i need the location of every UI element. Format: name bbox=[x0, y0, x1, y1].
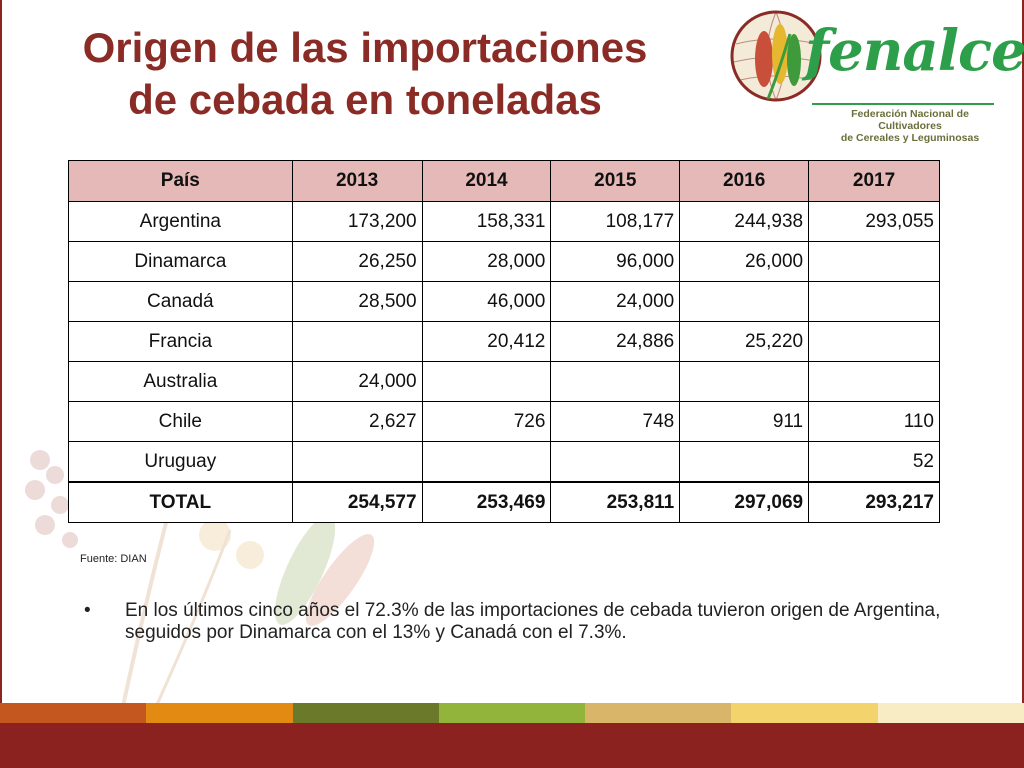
country-cell: Chile bbox=[68, 401, 293, 442]
value-cell bbox=[421, 361, 552, 402]
logo-subtitle-line-1: Federación Nacional de Cultivadores bbox=[851, 108, 969, 132]
header-2017: 2017 bbox=[808, 160, 940, 202]
stripe-segment bbox=[877, 703, 1024, 723]
value-cell: 293,055 bbox=[808, 201, 940, 242]
value-cell: 911 bbox=[679, 401, 810, 442]
value-cell: 158,331 bbox=[421, 201, 552, 242]
value-cell: 24,000 bbox=[291, 361, 423, 402]
value-cell bbox=[808, 241, 940, 282]
header-2013: 2013 bbox=[291, 160, 423, 202]
country-cell: Francia bbox=[68, 321, 293, 362]
value-cell bbox=[550, 441, 681, 483]
table-total-row: TOTAL 254,577 253,469 253,811 297,069 29… bbox=[68, 481, 940, 523]
table-row: Australia 24,000 bbox=[68, 361, 940, 402]
stripe-segment bbox=[0, 703, 147, 723]
value-cell: 46,000 bbox=[421, 281, 552, 322]
slide-frame-left bbox=[0, 0, 2, 768]
table-row: Francia 20,412 24,886 25,220 bbox=[68, 321, 940, 362]
header-country: País bbox=[68, 160, 293, 202]
value-cell: 108,177 bbox=[550, 201, 681, 242]
table-header-row: País 2013 2014 2015 2016 2017 bbox=[68, 160, 940, 202]
logo-underline bbox=[812, 103, 994, 105]
country-cell: Canadá bbox=[68, 281, 293, 322]
value-cell: 110 bbox=[808, 401, 940, 442]
source-note: Fuente: DIAN bbox=[80, 553, 147, 565]
total-value-cell: 253,469 bbox=[421, 481, 552, 523]
value-cell: 28,000 bbox=[421, 241, 552, 282]
value-cell: 28,500 bbox=[291, 281, 423, 322]
page-title: Origen de las importaciones de cebada en… bbox=[20, 22, 710, 126]
country-cell: Uruguay bbox=[68, 441, 293, 483]
logo-subtitle: Federación Nacional de Cultivadores de C… bbox=[820, 108, 1000, 144]
header-2016: 2016 bbox=[679, 160, 810, 202]
value-cell bbox=[808, 321, 940, 362]
bullet-marker: • bbox=[84, 600, 91, 621]
country-cell: Argentina bbox=[68, 201, 293, 242]
value-cell: 20,412 bbox=[421, 321, 552, 362]
header-2014: 2014 bbox=[421, 160, 552, 202]
value-cell bbox=[808, 361, 940, 402]
value-cell bbox=[679, 281, 810, 322]
stripe-segment bbox=[585, 703, 732, 723]
value-cell: 96,000 bbox=[550, 241, 681, 282]
total-value-cell: 254,577 bbox=[291, 481, 423, 523]
table-row: Argentina 173,200 158,331 108,177 244,93… bbox=[68, 201, 940, 242]
value-cell bbox=[679, 441, 810, 483]
table-row: Uruguay 52 bbox=[68, 441, 940, 483]
value-cell bbox=[808, 281, 940, 322]
value-cell: 25,220 bbox=[679, 321, 810, 362]
header-2015: 2015 bbox=[550, 160, 681, 202]
stripe-segment bbox=[731, 703, 878, 723]
stripe-segment bbox=[438, 703, 586, 723]
value-cell bbox=[421, 441, 552, 483]
value-cell: 748 bbox=[550, 401, 681, 442]
title-line-2: de cebada en toneladas bbox=[128, 76, 602, 123]
country-cell: Australia bbox=[68, 361, 293, 402]
table-row: Chile 2,627 726 748 911 110 bbox=[68, 401, 940, 442]
value-cell bbox=[679, 361, 810, 402]
value-cell: 26,250 bbox=[291, 241, 423, 282]
color-stripe-bar bbox=[0, 703, 1024, 723]
value-cell: 24,000 bbox=[550, 281, 681, 322]
total-label-cell: TOTAL bbox=[68, 481, 293, 523]
footer-bar bbox=[0, 723, 1024, 768]
value-cell: 726 bbox=[421, 401, 552, 442]
value-cell: 2,627 bbox=[291, 401, 423, 442]
slide-frame-right bbox=[1022, 0, 1024, 768]
value-cell: 52 bbox=[808, 441, 940, 483]
fenalce-logo-emblem bbox=[730, 10, 822, 102]
value-cell bbox=[550, 361, 681, 402]
table-row: Dinamarca 26,250 28,000 96,000 26,000 bbox=[68, 241, 940, 282]
value-cell: 26,000 bbox=[679, 241, 810, 282]
value-cell: 24,886 bbox=[550, 321, 681, 362]
logo-wordmark: fenalce bbox=[805, 18, 1024, 84]
stripe-segment bbox=[292, 703, 439, 723]
value-cell: 173,200 bbox=[291, 201, 423, 242]
value-cell bbox=[291, 441, 423, 483]
value-cell: 244,938 bbox=[679, 201, 810, 242]
country-cell: Dinamarca bbox=[68, 241, 293, 282]
total-value-cell: 253,811 bbox=[550, 481, 681, 523]
imports-table: País 2013 2014 2015 2016 2017 Argentina … bbox=[68, 160, 940, 523]
value-cell bbox=[291, 321, 423, 362]
bullet-text: En los últimos cinco años el 72.3% de la… bbox=[125, 600, 941, 643]
title-line-1: Origen de las importaciones bbox=[82, 24, 648, 71]
table-row: Canadá 28,500 46,000 24,000 bbox=[68, 281, 940, 322]
total-value-cell: 293,217 bbox=[808, 481, 940, 523]
total-value-cell: 297,069 bbox=[679, 481, 810, 523]
logo-subtitle-line-2: de Cereales y Leguminosas bbox=[840, 132, 980, 144]
stripe-segment bbox=[146, 703, 293, 723]
